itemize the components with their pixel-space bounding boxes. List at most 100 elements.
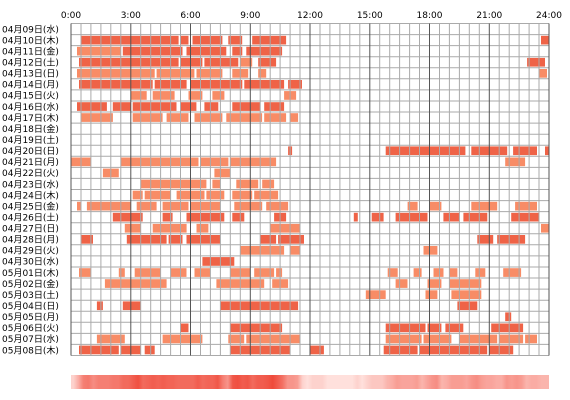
activity-segment: [451, 290, 482, 299]
activity-segment: [196, 69, 223, 78]
activity-segment: [260, 235, 277, 244]
activity-segment: [126, 235, 167, 244]
activity-segment: [515, 201, 537, 211]
activity-segment: [202, 257, 235, 266]
date-label: 04月10日(木): [2, 34, 59, 46]
activity-segment: [264, 113, 287, 122]
date-label: 04月27日(日): [2, 224, 59, 235]
activity-segment: [81, 35, 179, 45]
activity-segment: [220, 301, 299, 311]
date-label: 04月17日(木): [2, 112, 59, 124]
date-label: 05月02日(金): [2, 278, 59, 290]
activity-segment: [254, 190, 279, 200]
activity-segment: [371, 212, 384, 222]
activity-segment: [186, 212, 225, 222]
activity-segment: [395, 279, 408, 288]
activity-segment: [270, 223, 301, 233]
activity-segment: [252, 35, 287, 45]
activity-segment: [96, 301, 103, 311]
activity-segment: [459, 334, 498, 344]
activity-segment: [423, 334, 452, 344]
activity-segment: [385, 146, 466, 156]
activity-segment: [144, 190, 171, 200]
date-label: 04月28日(月): [2, 235, 59, 246]
activity-segment: [511, 212, 540, 222]
activity-segment: [170, 268, 187, 277]
activity-segment: [278, 235, 304, 244]
activity-segment: [228, 35, 243, 45]
date-label: 05月07日(水): [2, 333, 59, 345]
date-label: 04月24日(木): [2, 189, 59, 201]
activity-segment: [236, 179, 259, 189]
activity-segment: [513, 146, 537, 156]
activity-segment: [541, 223, 549, 233]
date-label: 04月20日(日): [2, 146, 59, 157]
hour-tick-label: 3:00: [121, 11, 141, 21]
date-label: 04月21日(月): [2, 157, 59, 168]
activity-segment: [365, 290, 386, 299]
activity-segment: [79, 80, 153, 89]
date-label: 04月13日(日): [2, 69, 59, 80]
activity-segment: [86, 201, 131, 211]
activity-segment: [288, 80, 302, 89]
activity-segment: [443, 212, 460, 222]
activity-segment: [118, 268, 125, 277]
activity-segment: [162, 201, 189, 211]
activity-segment: [419, 345, 488, 355]
activity-segment: [266, 201, 289, 211]
activity-segment: [166, 113, 189, 122]
activity-segment: [132, 190, 143, 200]
activity-segment: [112, 102, 131, 111]
activity-segment: [77, 69, 155, 78]
activity-segment: [234, 201, 263, 211]
date-label: 04月25日(金): [2, 200, 59, 212]
activity-segment: [122, 301, 141, 311]
activity-segment: [477, 235, 494, 244]
activity-segment: [527, 57, 545, 67]
date-label: 04月15日(火): [2, 91, 59, 102]
activity-segment: [262, 179, 275, 189]
activity-segment: [254, 268, 275, 277]
activity-segment: [258, 69, 267, 78]
activity-segment: [463, 212, 488, 222]
activity-segment: [180, 102, 197, 111]
activity-segment: [81, 235, 93, 244]
activity-segment: [429, 201, 442, 211]
activity-segment: [104, 279, 167, 288]
activity-segment: [79, 268, 91, 277]
activity-segment: [232, 46, 243, 56]
activity-segment: [79, 57, 179, 67]
activity-segment: [212, 91, 225, 100]
activity-segment: [395, 212, 428, 222]
activity-segment: [196, 223, 209, 233]
activity-segment: [385, 334, 422, 344]
activity-segment: [112, 212, 143, 222]
hour-tick-label: 0:00: [61, 11, 81, 21]
activity-segment: [120, 157, 199, 167]
date-label: 05月05日(月): [2, 312, 59, 323]
activity-segment: [186, 235, 221, 244]
activity-segment: [152, 91, 175, 100]
date-label: 05月03日(土): [2, 289, 59, 301]
activity-segment: [539, 69, 547, 78]
hour-tick-label: 12:00: [297, 11, 323, 21]
activity-segment: [77, 102, 107, 111]
activity-segment: [505, 157, 526, 167]
activity-segment: [194, 113, 223, 122]
date-label: 05月04日(日): [2, 301, 59, 312]
activity-segment: [132, 113, 163, 122]
date-label: 04月18日(金): [2, 123, 59, 135]
activity-segment: [499, 334, 524, 344]
activity-segment: [180, 323, 189, 333]
activity-segment: [387, 268, 398, 277]
daily-density-bar: [71, 375, 549, 389]
date-label: 04月30日(水): [2, 256, 59, 268]
activity-segment: [264, 102, 285, 111]
activity-segment: [186, 46, 227, 56]
hour-tick-label: 24:00: [536, 11, 562, 21]
date-label: 05月08日(木): [2, 344, 59, 356]
activity-segment: [383, 345, 418, 355]
activity-segment: [180, 57, 203, 67]
activity-segment: [77, 46, 121, 56]
